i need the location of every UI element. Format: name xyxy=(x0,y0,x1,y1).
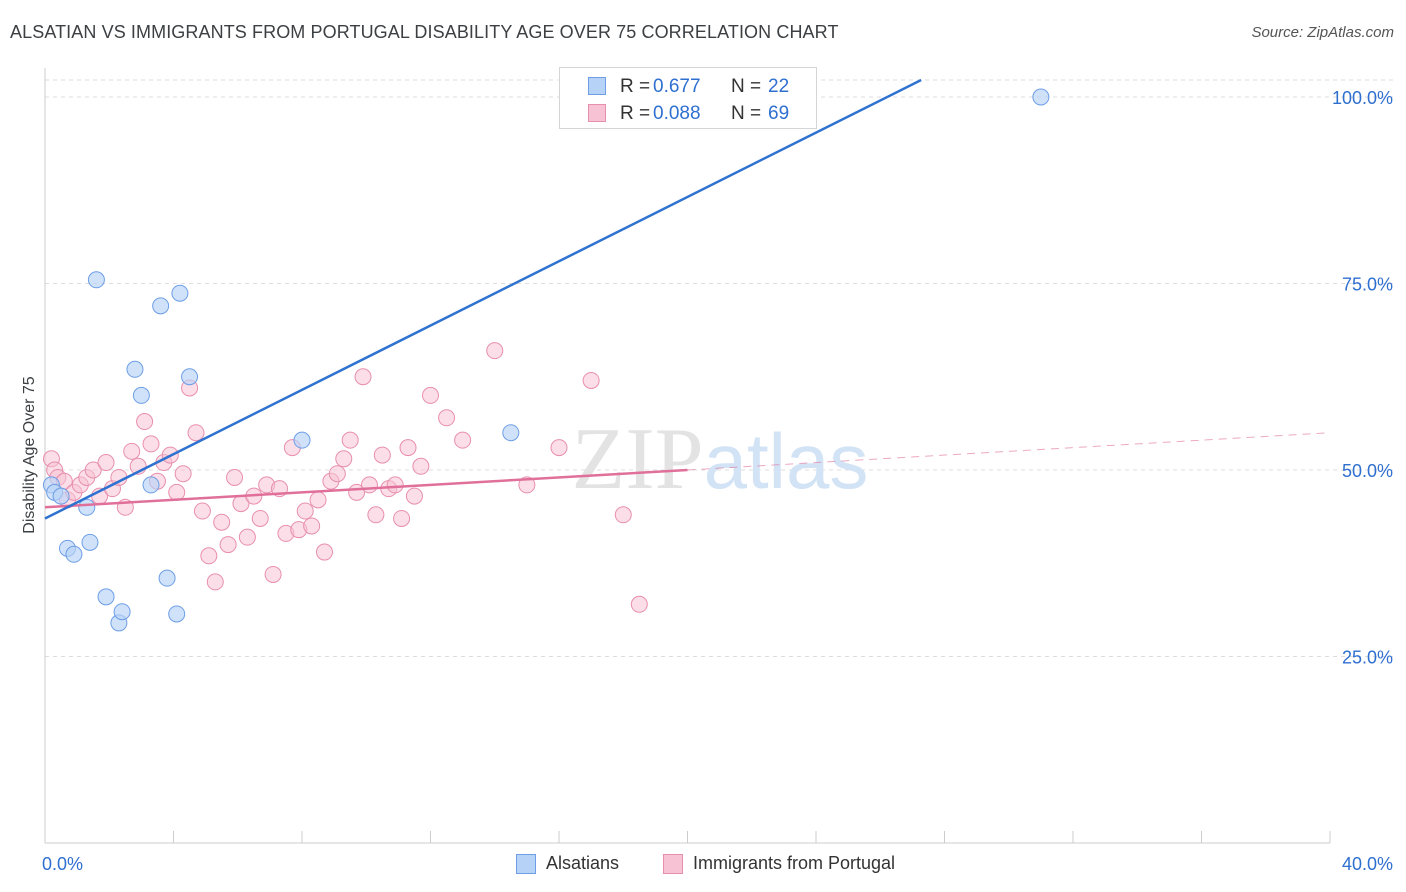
watermark-logo: ZIPatlas xyxy=(572,411,869,508)
data-point-portugal xyxy=(303,517,321,535)
data-point-portugal xyxy=(219,536,237,554)
data-point-portugal xyxy=(486,342,504,360)
y-tick-label: 50.0% xyxy=(1342,461,1393,481)
data-point-portugal xyxy=(373,446,391,464)
data-point-portugal xyxy=(422,386,439,404)
data-point-portugal xyxy=(412,457,430,475)
pink-swatch xyxy=(663,854,683,874)
data-point-portugal xyxy=(136,413,154,431)
chart-title: ALSATIAN VS IMMIGRANTS FROM PORTUGAL DIS… xyxy=(10,22,839,42)
data-point-portugal xyxy=(123,442,141,460)
data-point-portugal xyxy=(399,439,417,457)
data-point-portugal xyxy=(328,465,346,483)
data-point-portugal xyxy=(335,450,353,468)
data-point-alsatians xyxy=(152,297,170,315)
data-point-alsatians xyxy=(126,360,144,378)
data-point-portugal xyxy=(550,439,568,457)
data-point-alsatians xyxy=(52,487,70,505)
trend-line-portugal xyxy=(44,468,688,509)
data-point-portugal xyxy=(360,476,378,494)
data-point-alsatians xyxy=(65,545,83,563)
data-point-portugal xyxy=(296,502,314,520)
trend-line-portugal-extension xyxy=(687,432,1331,471)
data-point-alsatians xyxy=(81,533,99,551)
legend-label: Alsatians xyxy=(546,853,620,873)
blue-swatch xyxy=(516,854,536,874)
data-point-alsatians xyxy=(142,476,160,494)
y-tick-label: 100.0% xyxy=(1332,88,1393,108)
stats-legend: R = 0.677 N = 22 R = 0.088 N = 69 xyxy=(559,67,817,129)
n-label: N = xyxy=(731,103,762,124)
x-tick-label: 40.0% xyxy=(1342,854,1393,874)
data-point-portugal xyxy=(168,483,186,501)
trend-line-alsatians xyxy=(44,78,922,520)
x-tick-label: 0.0% xyxy=(42,854,83,874)
data-point-portugal xyxy=(518,476,536,494)
data-point-portugal xyxy=(238,528,256,546)
r-label: R = xyxy=(620,103,651,124)
r-value: 0.088 xyxy=(653,103,701,124)
data-point-alsatians xyxy=(293,431,311,449)
data-point-portugal xyxy=(386,476,404,494)
data-point-portugal xyxy=(582,371,600,389)
data-point-portugal xyxy=(454,431,472,449)
data-point-alsatians xyxy=(181,368,199,386)
y-tick-label: 25.0% xyxy=(1342,648,1393,668)
source-credit: Source: ZipAtlas.com xyxy=(1251,24,1394,41)
y-axis-label: Disability Age Over 75 xyxy=(21,376,38,534)
y-tick-label: 75.0% xyxy=(1342,275,1393,295)
data-point-alsatians xyxy=(158,569,176,587)
data-point-alsatians xyxy=(168,605,186,623)
data-point-alsatians xyxy=(171,284,189,302)
legend-label: Immigrants from Portugal xyxy=(693,853,896,873)
data-point-alsatians xyxy=(97,588,115,606)
data-point-portugal xyxy=(97,454,115,472)
data-point-portugal xyxy=(405,487,423,505)
n-value: 69 xyxy=(768,103,790,124)
data-point-portugal xyxy=(438,409,456,427)
watermark-zip: ZIP xyxy=(572,411,704,508)
data-point-alsatians xyxy=(1032,88,1050,106)
data-point-portugal xyxy=(341,431,359,449)
n-value: 22 xyxy=(768,76,790,97)
data-point-portugal xyxy=(142,435,160,453)
r-value: 0.677 xyxy=(653,76,701,97)
data-point-portugal xyxy=(354,368,372,386)
watermark-atlas: atlas xyxy=(704,417,869,505)
data-point-portugal xyxy=(251,509,269,527)
n-label: N = xyxy=(731,76,762,97)
data-point-portugal xyxy=(200,547,218,565)
data-point-portugal xyxy=(213,513,231,531)
data-point-alsatians xyxy=(87,271,105,289)
blue-swatch xyxy=(588,77,606,95)
pink-swatch xyxy=(588,104,606,122)
data-point-portugal xyxy=(206,573,224,591)
data-point-portugal xyxy=(193,502,211,520)
data-point-portugal xyxy=(315,543,333,561)
r-label: R = xyxy=(620,76,651,97)
data-point-portugal xyxy=(187,424,205,442)
data-point-portugal xyxy=(393,509,411,527)
data-point-portugal xyxy=(264,565,282,583)
data-point-alsatians xyxy=(502,424,520,442)
data-point-alsatians xyxy=(132,386,150,404)
data-point-portugal xyxy=(614,506,632,524)
data-point-portugal xyxy=(84,461,102,479)
data-point-portugal xyxy=(309,491,327,509)
data-point-alsatians xyxy=(113,603,131,621)
data-point-portugal xyxy=(174,465,192,483)
data-point-portugal xyxy=(630,595,648,613)
data-point-alsatians xyxy=(78,498,96,516)
data-point-portugal xyxy=(226,468,244,486)
data-point-portugal xyxy=(367,506,385,524)
